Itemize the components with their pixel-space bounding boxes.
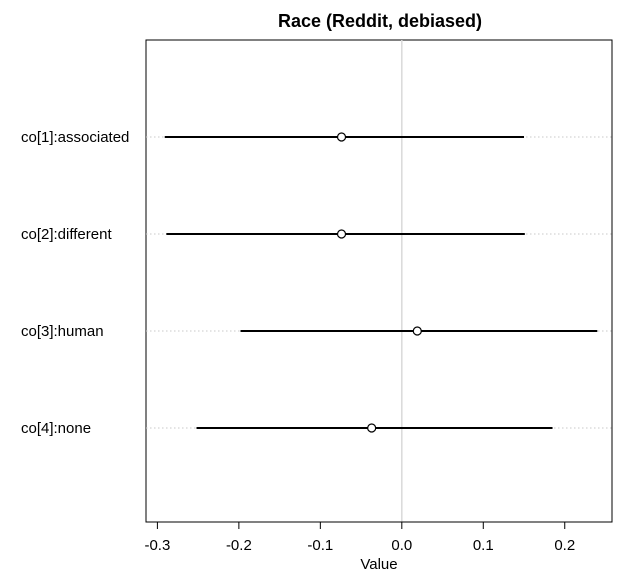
x-tick-label: 0.1 — [473, 537, 494, 554]
category-label: co[4]:none — [21, 420, 91, 437]
x-axis: -0.3 -0.2 -0.1 0.0 0.1 0.2 — [144, 521, 575, 554]
estimate-point — [336, 229, 347, 239]
category-labels: co[1]:associated co[2]:different co[3]:hum… — [21, 129, 129, 437]
chart-title: Race (Reddit, debiased) — [278, 11, 482, 31]
x-tick-label: 0.0 — [391, 537, 412, 554]
x-tick-label: -0.2 — [226, 537, 252, 554]
interval-marks — [164, 136, 598, 429]
x-tick-label: 0.2 — [554, 537, 575, 554]
estimate-points — [336, 132, 422, 433]
category-label: co[1]:associated — [21, 129, 129, 146]
category-label: co[2]:different — [21, 226, 112, 243]
x-tick-label: -0.3 — [144, 537, 170, 554]
estimate-point — [367, 423, 377, 433]
plot-frame — [145, 39, 613, 523]
category-label: co[3]:human — [21, 323, 104, 340]
estimate-point — [336, 132, 347, 142]
x-tick-label: -0.1 — [307, 537, 333, 554]
estimate-point — [412, 326, 422, 336]
row-guides — [146, 136, 612, 429]
x-axis-label: Value — [360, 556, 397, 573]
